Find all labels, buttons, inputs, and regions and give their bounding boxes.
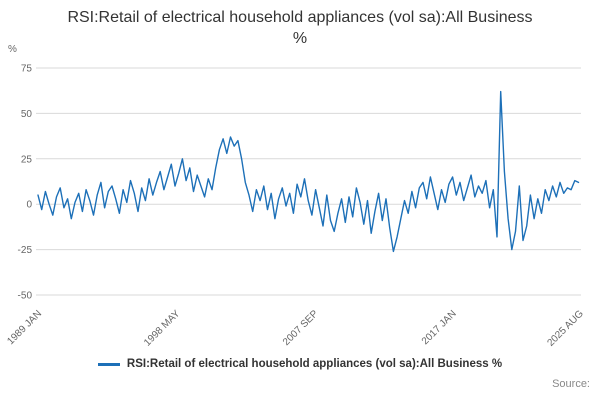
y-axis-unit-label: % [8, 44, 17, 55]
x-tick-label: 1998 MAY [142, 308, 183, 349]
y-tick-label: 50 [21, 109, 33, 120]
legend-series-label[interactable]: RSI:Retail of electrical household appli… [126, 358, 503, 370]
x-tick-label: 2017 JAN [420, 308, 459, 347]
x-tick-label: 2007 SEP [281, 308, 321, 348]
x-tick-label: 2025 AUG [545, 308, 586, 349]
y-tick-label: 75 [21, 64, 33, 75]
line-chart: 75 50 25 0 -25 -50 1989 JAN 1998 MAY 2007 SEP 201… [5, 64, 586, 349]
chart-title: RSI:Retail of electrical household appli… [67, 9, 533, 47]
y-tick-label: 25 [21, 154, 33, 165]
data-series-line [37, 90, 580, 253]
source-label: Source: [552, 378, 590, 390]
x-tick-label: 1989 JAN [5, 308, 44, 347]
legend-line-marker-icon [97, 362, 120, 366]
y-tick-label: -50 [18, 291, 33, 302]
y-tick-label: 0 [26, 200, 32, 211]
y-tick-label: -25 [18, 245, 33, 256]
legend: RSI:Retail of electrical household appli… [0, 358, 600, 370]
